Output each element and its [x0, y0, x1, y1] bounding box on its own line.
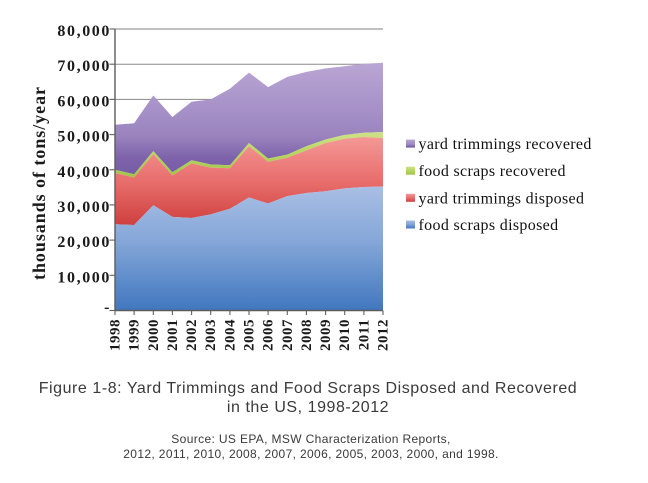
svg-text:yard trimmings recovered: yard trimmings recovered [419, 136, 592, 153]
svg-text:1998: 1998 [108, 319, 124, 351]
svg-text:20,000: 20,000 [57, 234, 111, 251]
svg-text:2008: 2008 [299, 319, 315, 351]
svg-text:food scraps recovered: food scraps recovered [419, 163, 566, 180]
svg-text:2002: 2002 [184, 319, 200, 351]
svg-text:2009: 2009 [318, 319, 334, 351]
svg-text:60,000: 60,000 [57, 93, 111, 110]
svg-text:50,000: 50,000 [57, 129, 111, 146]
svg-text:2003: 2003 [203, 319, 219, 351]
svg-text:2005: 2005 [242, 319, 258, 351]
svg-text:40,000: 40,000 [57, 164, 111, 181]
svg-text:10,000: 10,000 [57, 269, 111, 286]
svg-text:-: - [104, 299, 111, 316]
svg-text:2000: 2000 [146, 319, 162, 351]
svg-text:80,000: 80,000 [57, 23, 111, 40]
svg-text:2007: 2007 [280, 319, 296, 351]
svg-text:yard trimmings disposed: yard trimmings disposed [419, 190, 585, 207]
svg-text:30,000: 30,000 [57, 199, 111, 216]
svg-text:2010: 2010 [337, 319, 353, 351]
svg-text:1999: 1999 [127, 319, 143, 351]
svg-text:2006: 2006 [261, 319, 277, 351]
svg-text:70,000: 70,000 [57, 58, 111, 75]
svg-text:2011: 2011 [356, 319, 372, 350]
svg-text:2001: 2001 [165, 319, 181, 351]
svg-text:2004: 2004 [222, 319, 238, 351]
svg-text:thousands of tons/year: thousands of tons/year [29, 86, 49, 280]
svg-text:food scraps disposed: food scraps disposed [419, 217, 559, 234]
svg-text:2012: 2012 [376, 319, 392, 351]
